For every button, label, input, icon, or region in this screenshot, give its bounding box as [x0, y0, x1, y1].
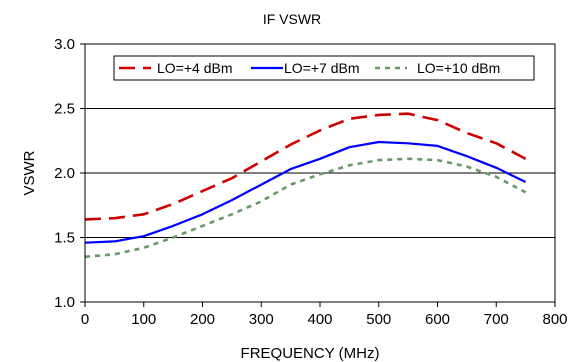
legend-label-2: LO=+7 dBm	[284, 60, 360, 76]
legend: LO=+4 dBm LO=+7 dBm LO=+10 dBm	[113, 55, 535, 81]
x-tick-label: 700	[484, 311, 509, 328]
y-tick-label: 1.0	[54, 294, 75, 311]
x-tick-label: 400	[307, 311, 332, 328]
legend-label-1: LO=+4 dBm	[157, 60, 233, 76]
x-tick-label: 0	[81, 311, 89, 328]
series-lines	[84, 112, 527, 259]
x-tick-label: 800	[542, 311, 567, 328]
x-tick-label: 300	[249, 311, 274, 328]
legend-box	[113, 55, 535, 81]
y-tick-label: 3.0	[54, 36, 75, 53]
y-tick-label: 2.5	[54, 101, 75, 118]
x-tick-label: 500	[366, 311, 391, 328]
x-tick-label: 600	[425, 311, 450, 328]
y-axis-label: VSWR	[21, 150, 38, 195]
x-axis-label: FREQUENCY (MHz)	[241, 345, 380, 362]
series-line-2	[84, 140, 527, 244]
x-tick-label: 200	[190, 311, 215, 328]
chart-title: IF VSWR	[263, 11, 321, 27]
legend-label-3: LO=+10 dBm	[417, 60, 500, 76]
y-tick-label: 2.0	[54, 165, 75, 182]
x-tick-label: 100	[131, 311, 156, 328]
y-tick-label: 1.5	[54, 230, 75, 247]
axis-ticks: 1.0 1.5 2.0 2.5 3.0 0 100 200 300 400 500 600 700 800	[54, 36, 567, 328]
series-line-1	[84, 112, 527, 221]
